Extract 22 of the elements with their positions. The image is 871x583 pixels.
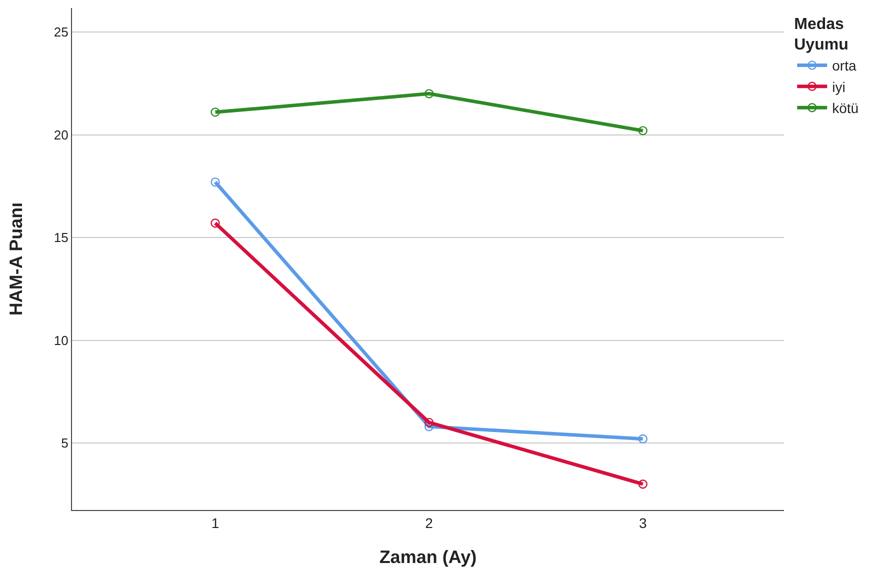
x-tick-label: 3 bbox=[638, 514, 647, 531]
point bbox=[424, 89, 434, 98]
x-tick-label: 1 bbox=[211, 514, 220, 531]
y-tick-label: 25 bbox=[54, 24, 68, 40]
point bbox=[210, 108, 220, 117]
point bbox=[210, 177, 220, 187]
point bbox=[424, 418, 434, 428]
legend-title: Medas Uyumu bbox=[794, 16, 848, 54]
y-tick-label: 5 bbox=[61, 436, 68, 451]
point bbox=[638, 126, 648, 136]
y-tick-label: 15 bbox=[54, 230, 68, 246]
point bbox=[638, 480, 648, 489]
legend-label: orta bbox=[832, 58, 856, 74]
legend-label: kötü bbox=[832, 100, 859, 116]
point bbox=[210, 218, 220, 228]
x-tick-label: 2 bbox=[425, 514, 434, 531]
point bbox=[638, 434, 648, 444]
x-axis-title: Zaman (Ay) bbox=[379, 546, 477, 567]
legend-label: iyi bbox=[832, 78, 846, 95]
y-tick-label: 10 bbox=[54, 332, 68, 348]
y-tick-label: 20 bbox=[54, 127, 68, 142]
y-axis-title: HAM-A Puanı bbox=[6, 202, 26, 316]
